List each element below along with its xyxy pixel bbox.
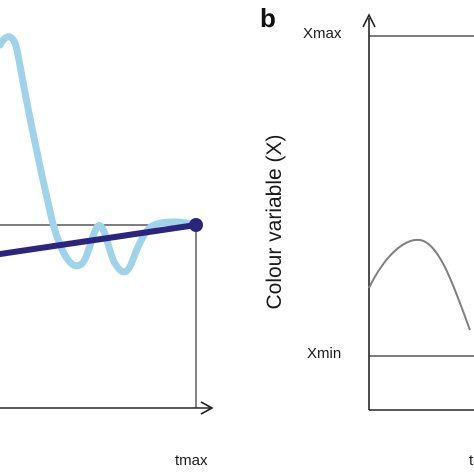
panel-b-letter: b — [260, 3, 276, 33]
panel-b-xmax-label: Xmax — [303, 25, 342, 42]
panel-a-trend-line — [0, 222, 199, 257]
panel-b-t-label: t — [469, 452, 474, 469]
panel-b-colour-curve — [368, 238, 471, 331]
panel-b-y-axis-title: Colour variable (X) — [263, 134, 286, 309]
panel-b-y-axis-arrowhead — [362, 13, 376, 28]
panel-b-xmin-label: Xmin — [307, 345, 341, 362]
panel-a-x-axis-arrowhead — [200, 401, 214, 415]
panel-a: tmax — [0, 33, 214, 469]
panel-a-tmax-label: tmax — [175, 452, 208, 469]
panel-a-endpoint-marker — [189, 218, 203, 232]
panel-b: b Xmax Xmin Colour variable (X) t — [260, 3, 474, 469]
panel-a-oscillating-curve — [0, 33, 200, 276]
